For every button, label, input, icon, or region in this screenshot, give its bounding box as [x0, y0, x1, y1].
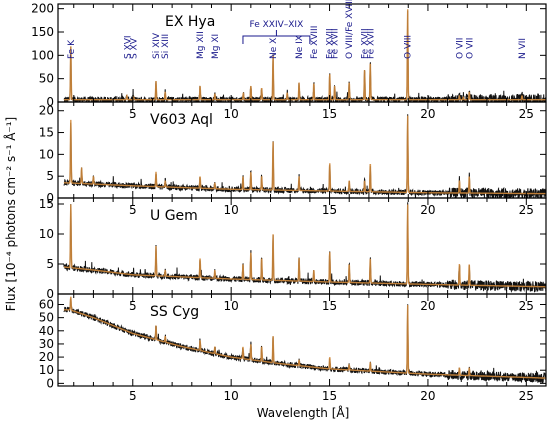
model-series-line — [63, 296, 546, 379]
y-tick-label: 50 — [39, 72, 54, 86]
panel-2: 0 5 10 15 5 10 15 20 25 U Gem — [39, 197, 547, 301]
line-annotation: Fe XVIII — [310, 26, 320, 59]
panel-1: 0 5 10 15 20 5 10 15 20 25 V603 Aql — [39, 101, 547, 205]
y-tick-label: 0 — [46, 376, 54, 390]
y-tick-label: 5 — [46, 257, 54, 271]
y-tick-label: 0 — [46, 191, 54, 205]
x-tick-label: 20 — [420, 107, 435, 121]
line-annotation: Fe XVII — [366, 28, 376, 59]
x-tick-label: 15 — [322, 203, 337, 217]
y-tick-label: 20 — [39, 350, 54, 364]
line-annotation: Fe XVII — [331, 28, 341, 59]
plot-area — [63, 114, 546, 198]
y-tick-label: 30 — [39, 337, 54, 351]
line-annotation: Mg XII — [196, 31, 206, 59]
x-tick-label-bottom: 25 — [519, 389, 534, 403]
line-annotation: Mg XI — [211, 34, 221, 59]
line-annotation: Fe XVII — [326, 28, 336, 59]
x-tick-label: 5 — [129, 107, 137, 121]
y-tick-label: 50 — [39, 311, 54, 325]
x-tick-label: 20 — [420, 203, 435, 217]
panel-name: V603 Aql — [150, 112, 213, 128]
plot-area — [63, 202, 546, 293]
y-tick-label: 15 — [39, 197, 54, 211]
line-annotation: Fe XVII — [361, 28, 371, 59]
line-annotation: N VII — [518, 38, 528, 59]
y-tick-label: 5 — [46, 169, 54, 183]
x-tick-label: 15 — [322, 107, 337, 121]
x-tick-label-bottom: 15 — [322, 389, 337, 403]
y-tick-label: 20 — [39, 104, 54, 118]
line-annotation: S XV — [130, 37, 140, 59]
line-annotation: O VII — [465, 38, 475, 59]
model-series-line — [63, 9, 546, 101]
x-tick-label-bottom: 20 — [420, 389, 435, 403]
bracket-label: Fe XXIV–XIX — [250, 20, 304, 30]
x-tick-label: 10 — [224, 107, 239, 121]
x-tick-label: 25 — [519, 203, 534, 217]
line-annotation: Si XIV — [152, 32, 162, 59]
line-annotation: O VII — [455, 38, 465, 59]
panel-name: EX Hya — [165, 14, 215, 30]
x-tick-label: 20 — [420, 299, 435, 313]
x-tick-label: 5 — [129, 299, 137, 313]
y-tick-label: 10 — [39, 363, 54, 377]
y-tick-label: 15 — [39, 126, 54, 140]
panel-frame — [57, 293, 547, 387]
x-tick-label-bottom: 10 — [224, 389, 239, 403]
line-annotation: Si XIII — [161, 34, 171, 59]
model-series-line — [63, 115, 546, 195]
y-tick-label: 10 — [39, 147, 54, 161]
line-annotation: Ne IX — [295, 35, 305, 59]
y-tick-label: 150 — [31, 25, 54, 39]
y-tick-label: 60 — [39, 298, 54, 312]
y-tick-label: 40 — [39, 324, 54, 338]
plot-area — [63, 9, 546, 102]
x-tick-label: 5 — [129, 203, 137, 217]
x-tick-label: 10 — [224, 299, 239, 313]
y-axis-label: Flux [10⁻⁴ photons cm⁻² s⁻¹ Å⁻¹] — [3, 117, 18, 311]
y-tick-label: 0 — [46, 95, 54, 109]
y-tick-label: 200 — [31, 2, 54, 16]
x-tick-label: 15 — [322, 299, 337, 313]
x-tick-label: 25 — [519, 299, 534, 313]
x-tick-label: 10 — [224, 203, 239, 217]
line-annotation: Fe K — [67, 39, 77, 59]
panel-name: U Gem — [150, 208, 198, 224]
line-annotation: O VIII — [404, 35, 414, 59]
y-tick-label: 0 — [46, 287, 54, 301]
y-tick-label: 100 — [31, 48, 54, 62]
line-annotation: O VIII/Fe XVIII — [345, 0, 355, 59]
panel-name: SS Cyg — [150, 304, 199, 320]
x-tick-label-bottom: 5 — [129, 389, 137, 403]
model-series-line — [63, 204, 546, 288]
plot-area — [63, 296, 546, 384]
line-annotation: Ne X — [269, 38, 279, 59]
line-annotation: S XVI — [124, 35, 134, 59]
y-tick-label: 10 — [39, 227, 54, 241]
x-axis-label: Wavelength [Å] — [257, 405, 350, 420]
x-tick-label: 25 — [519, 107, 534, 121]
